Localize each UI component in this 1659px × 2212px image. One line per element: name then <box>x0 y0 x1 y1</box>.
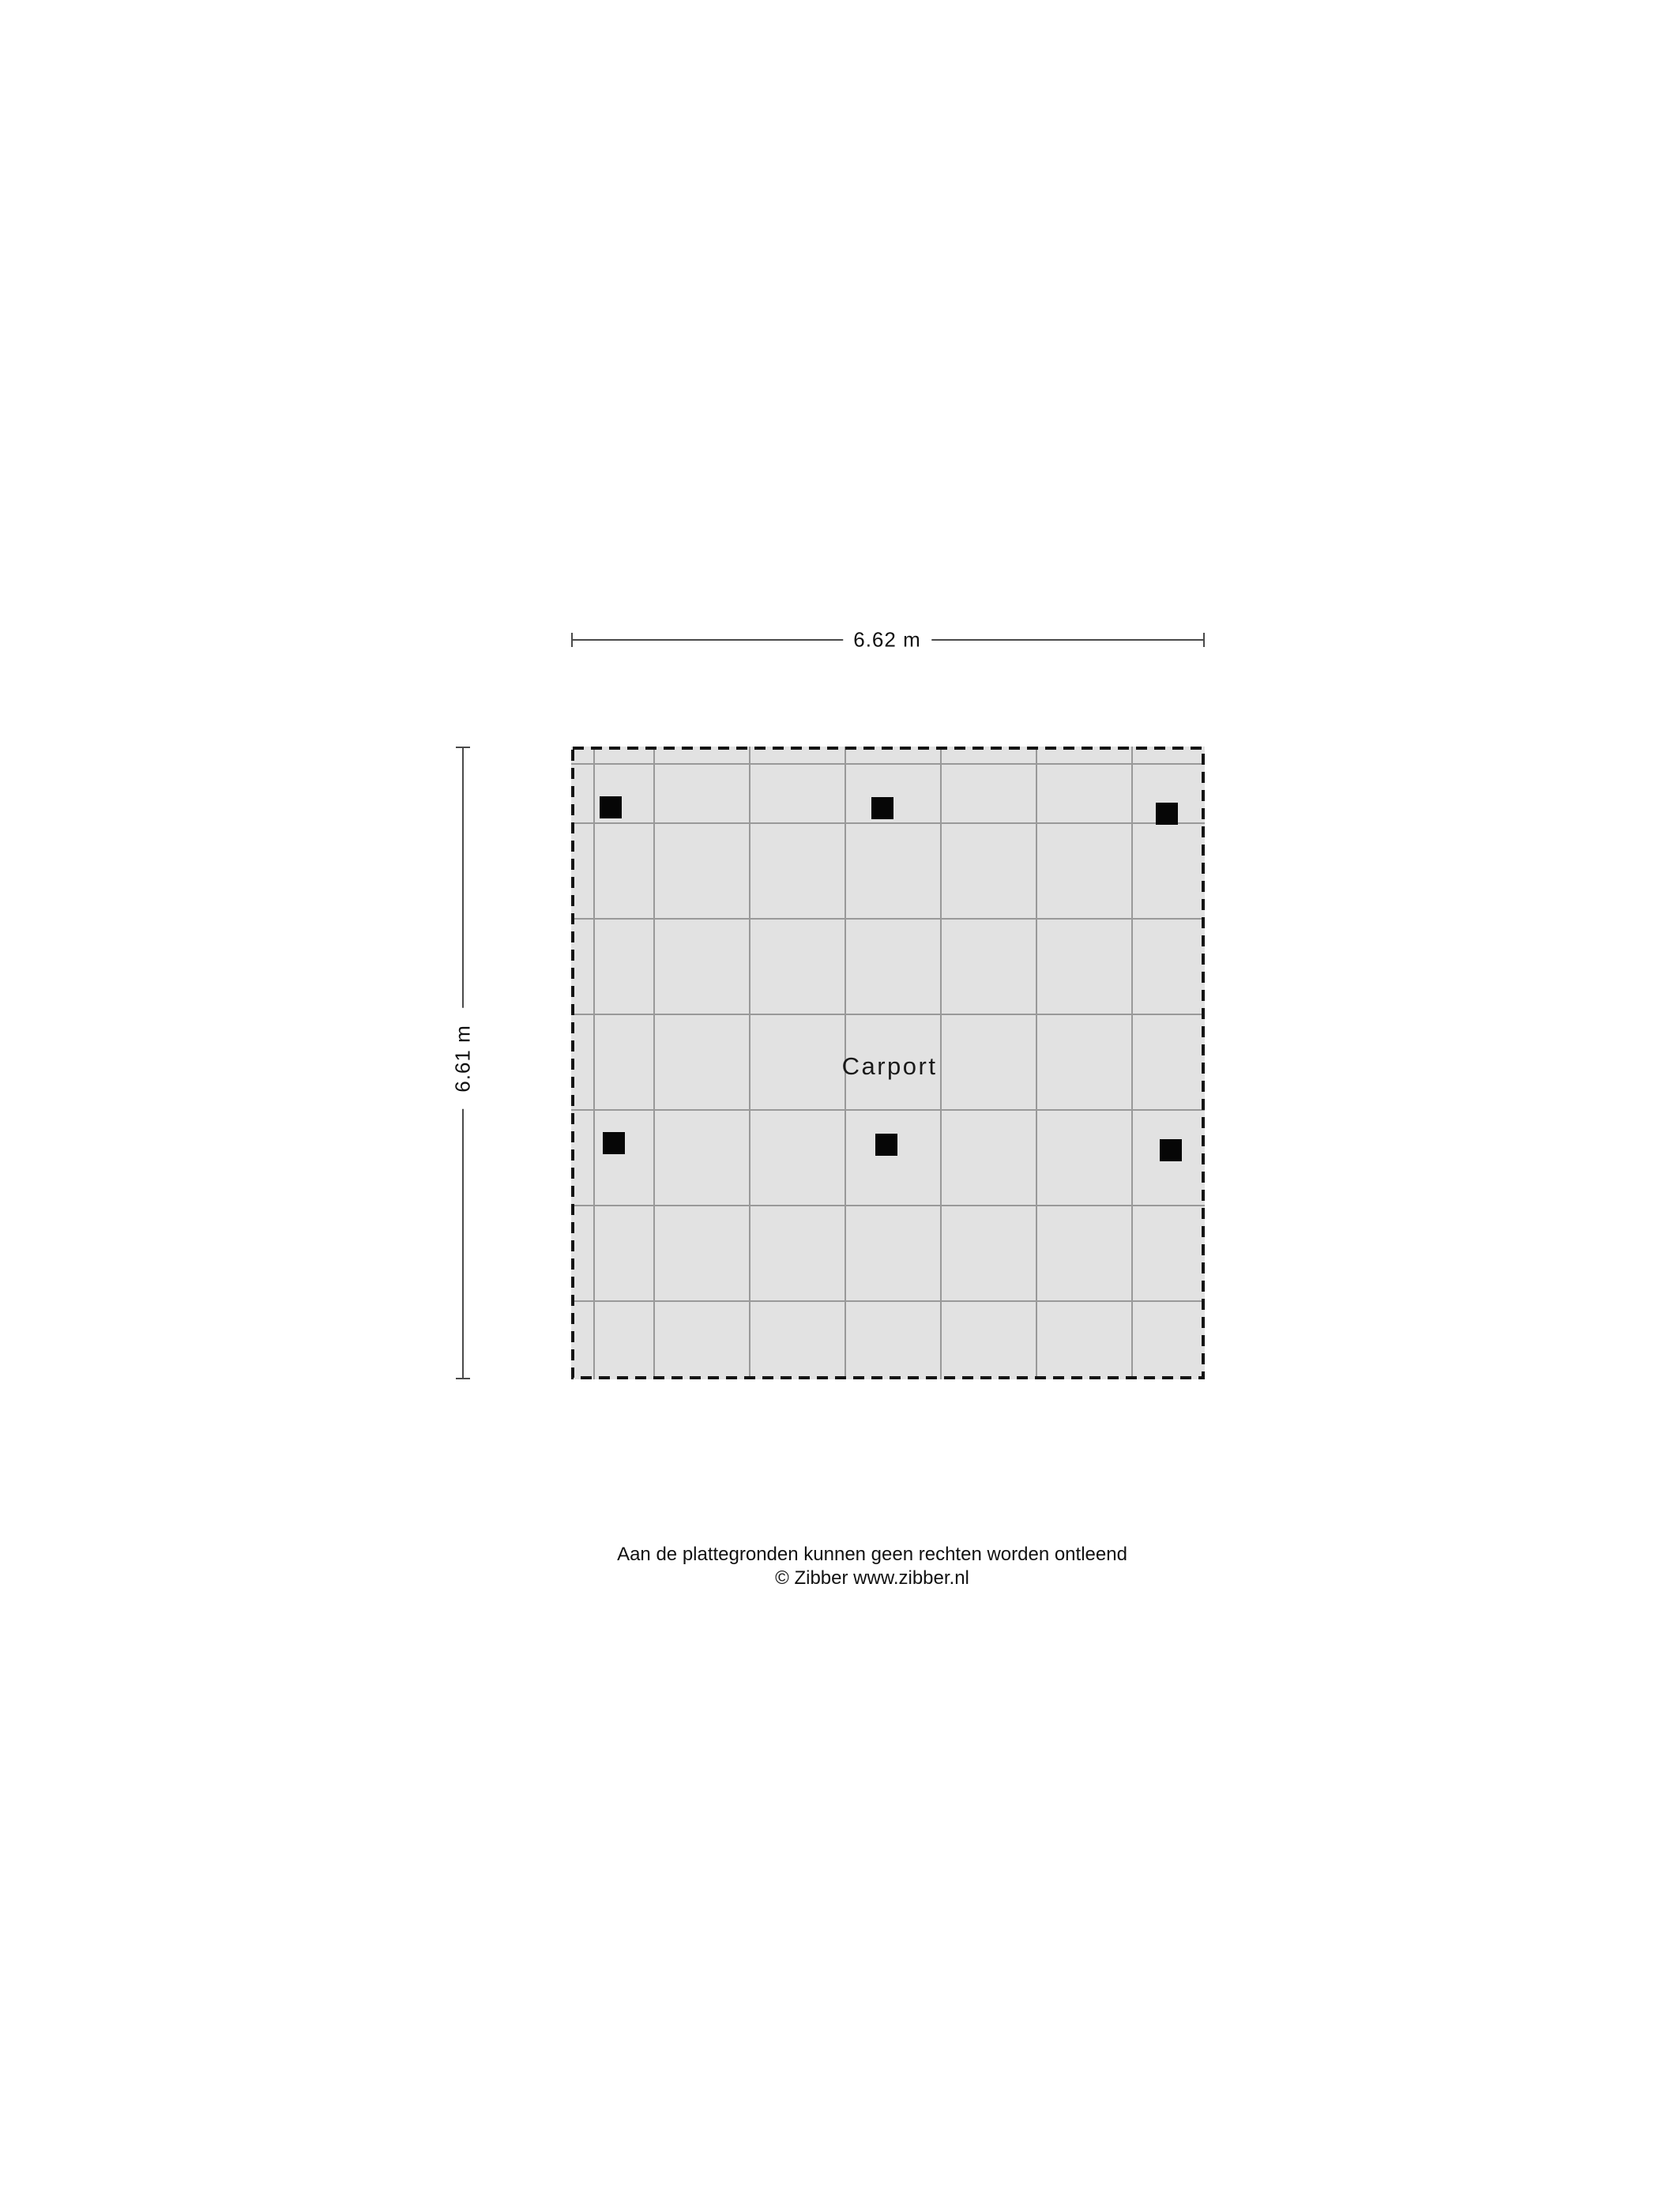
room-label: Carport <box>841 1052 938 1080</box>
support-post <box>600 796 622 818</box>
disclaimer-line1: Aan de plattegronden kunnen geen rechten… <box>617 1544 1127 1565</box>
carport-floor-area: Carport <box>571 747 1205 1379</box>
height-dimension-label: 6.61 m <box>449 1008 477 1109</box>
disclaimer-line2: © Zibber www.zibber.nl <box>775 1567 969 1589</box>
width-dimension-label: 6.62 m <box>843 626 931 654</box>
height-dimension: 6.61 m <box>449 747 477 1379</box>
support-post <box>1160 1139 1182 1161</box>
dashed-outline <box>571 747 1205 1379</box>
width-dimension-tick-right <box>1203 633 1205 647</box>
height-dimension-tick-top <box>456 747 470 748</box>
height-dimension-tick-bottom <box>456 1378 470 1379</box>
width-dimension: 6.62 m <box>571 626 1205 654</box>
support-post <box>871 797 893 819</box>
support-post <box>1156 803 1178 825</box>
support-post <box>875 1134 897 1156</box>
width-dimension-tick-left <box>571 633 573 647</box>
support-post <box>603 1132 625 1154</box>
disclaimer: Aan de plattegronden kunnen geen rechten… <box>617 1543 1127 1590</box>
